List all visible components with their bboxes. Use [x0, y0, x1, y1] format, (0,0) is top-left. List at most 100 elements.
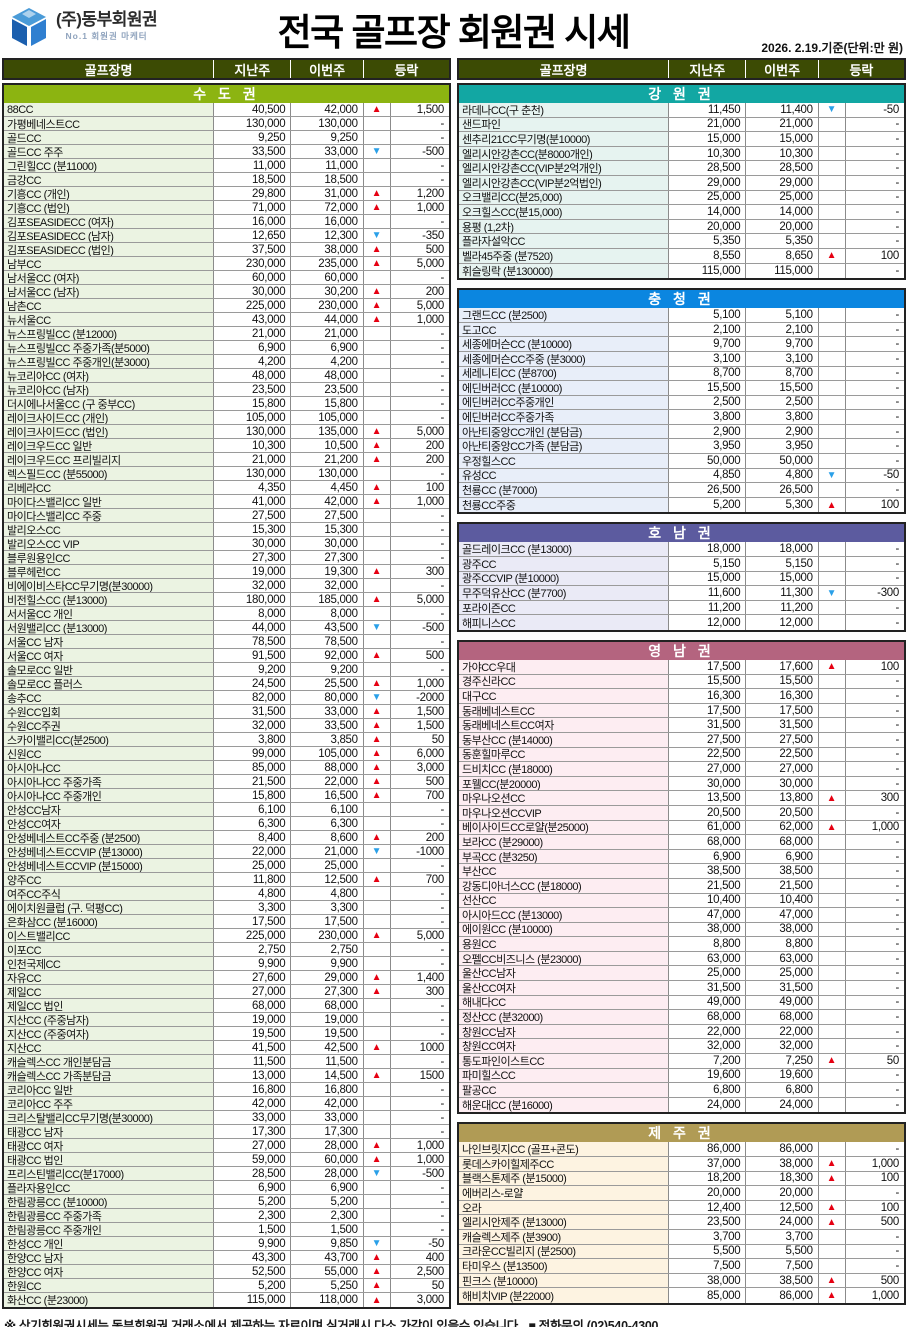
golf-course-name: 경주신라CC — [459, 674, 670, 689]
table-row: 안성베네스트CC주중 (분2500) 8,400 8,600 ▲ 200 — [4, 831, 449, 845]
golf-course-name: 롯데스카이힐제주CC — [459, 1157, 670, 1171]
down-arrow-icon: ▼ — [819, 586, 846, 600]
this-week-price: 27,500 — [746, 732, 819, 747]
table-row: 태광CC 여자 27,000 28,000 ▲ 1,000 — [4, 1139, 449, 1153]
change-amount: - — [440, 635, 444, 648]
this-week-price: 88,000 — [291, 761, 364, 774]
last-week-price: 61,000 — [669, 820, 747, 835]
change-amount: - — [440, 509, 444, 522]
change-direction — [364, 1209, 391, 1222]
table-row: 남촌CC 225,000 230,000 ▲ 5,000 — [4, 299, 449, 313]
this-week-price: 5,500 — [746, 1244, 819, 1259]
region-section: 영 남 권 가야CC우대 17,500 17,600 ▲ 100 경주신라CC 15,500 1… — [457, 640, 906, 1115]
column-label-change: 등락 — [849, 62, 874, 78]
change-direction — [819, 190, 846, 205]
up-arrow-icon: ▲ — [819, 1200, 846, 1215]
golf-course-name: 금강CC — [4, 173, 215, 186]
this-week-price: 24,000 — [746, 1097, 819, 1113]
golf-course-name: 마우나오션CCVIP — [459, 805, 670, 820]
change-direction — [364, 383, 391, 396]
change-amount: - — [895, 952, 899, 965]
change-amount: 500 — [880, 1216, 900, 1229]
change-amount: - — [895, 557, 899, 570]
change-amount: - — [895, 308, 899, 321]
this-week-price: 38,000 — [746, 922, 819, 937]
table-row: 울산CC남자 25,000 25,000- — [459, 966, 904, 982]
change-amount: - — [895, 235, 899, 248]
change-direction — [819, 615, 846, 630]
this-week-price: 2,900 — [746, 424, 819, 439]
golf-course-name: 동래베네스트CC — [459, 703, 670, 718]
table-row: 휘슬링락 (분130000) 115,000 115,000- — [459, 263, 904, 279]
change-amount: - — [440, 1027, 444, 1040]
table-row: 은화삼CC (분16000) 17,500 17,500- — [4, 915, 449, 929]
last-week-price: 26,500 — [669, 483, 747, 497]
golf-course-name: 부곡CC (분3250) — [459, 849, 670, 864]
footer: ※ 상기회원권시세는 동부회원권 거래소에서 제공하는 자료이며 실거래시 다소… — [0, 1309, 907, 1327]
last-week-price: 14,000 — [669, 205, 747, 219]
golf-course-name: 마우나오션CC — [459, 791, 670, 805]
change-amount: -50 — [883, 103, 899, 116]
change-amount: - — [440, 579, 444, 592]
up-arrow-icon: ▲ — [364, 677, 391, 690]
table-row: 엘리시안강촌CC(분8000개인) 10,300 10,300- — [459, 146, 904, 162]
last-week-price: 7,200 — [669, 1054, 747, 1068]
last-week-price: 27,300 — [214, 551, 292, 564]
change-amount: - — [895, 1069, 899, 1082]
golf-course-name: 오라 — [459, 1200, 670, 1215]
table-row: 이스트밸리CC 225,000 230,000 ▲ 5,000 — [4, 929, 449, 943]
change-direction — [364, 173, 391, 186]
table-row: 캐슬렉스제주 (분3900) 3,700 3,700- — [459, 1229, 904, 1245]
this-week-price: 3,800 — [746, 410, 819, 424]
this-week-price: 15,500 — [746, 381, 819, 395]
golf-course-name: 한림광릉CC 주중개인 — [4, 1223, 215, 1236]
table-row: 스카이밸리CC(분2500) 3,800 3,850 ▲ 50 — [4, 733, 449, 747]
table-row: 오라 12,400 12,500 ▲ 100 — [459, 1200, 904, 1216]
change-amount: - — [440, 1223, 444, 1236]
up-arrow-icon: ▲ — [364, 1265, 391, 1278]
this-week-price: 6,900 — [291, 341, 364, 354]
change-amount: 1,000 — [416, 1139, 445, 1152]
last-week-price: 10,300 — [669, 146, 747, 161]
change-amount: - — [895, 879, 899, 892]
table-row: 에딘버러CC주중가족 3,800 3,800- — [459, 410, 904, 425]
this-week-price: 38,000 — [746, 1157, 819, 1171]
this-week-price: 16,500 — [291, 789, 364, 802]
last-week-price: 17,500 — [669, 660, 747, 674]
last-week-price: 23,500 — [214, 383, 292, 396]
table-row: 핀크스 (분10000) 38,000 38,500 ▲ 500 — [459, 1273, 904, 1289]
last-week-price: 12,650 — [214, 229, 292, 242]
table-row: 한림광릉CC 주중개인 1,500 1,500- — [4, 1223, 449, 1237]
golf-course-name: 뉴스프링빌CC (분12000) — [4, 327, 215, 340]
golf-course-name: 부산CC — [459, 864, 670, 878]
this-week-price: 17,500 — [291, 915, 364, 928]
this-week-price: 4,200 — [291, 355, 364, 368]
last-week-price: 85,000 — [214, 761, 292, 774]
last-week-price: 31,500 — [669, 981, 747, 995]
last-week-price: 19,000 — [214, 1013, 292, 1026]
last-week-price: 22,000 — [214, 845, 292, 858]
change-amount: 700 — [425, 789, 445, 802]
last-week-price: 8,400 — [214, 831, 292, 844]
golf-course-name: 광주CCVIP (분10000) — [459, 571, 670, 586]
region-section: 충 청 권 그랜드CC (분2500) 5,100 5,100- 도고CC 2,100 2,… — [457, 288, 906, 515]
table-row: 타미우스 (분13500) 7,500 7,500- — [459, 1259, 904, 1274]
last-week-price: 15,800 — [214, 397, 292, 410]
last-week-price: 3,950 — [669, 439, 747, 454]
column-label-course: 골프장명 — [459, 60, 670, 78]
table-row: 강동디아너스CC (분18000) 21,500 21,500- — [459, 878, 904, 894]
table-row: 골드레이크CC (분13000) 18,000 18,000- — [459, 542, 904, 558]
down-arrow-icon: ▼ — [364, 845, 391, 858]
change-direction — [819, 849, 846, 864]
change-direction — [364, 635, 391, 648]
change-direction — [364, 859, 391, 872]
this-week-price: 22,000 — [291, 775, 364, 788]
last-week-price: 63,000 — [669, 951, 747, 966]
change-amount: - — [895, 543, 899, 556]
this-week-price: 38,500 — [746, 1273, 819, 1288]
golf-course-name: 지산CC (주중여자) — [4, 1027, 215, 1040]
column-label-thisweek: 이번주 — [291, 60, 364, 78]
last-week-price: 9,250 — [214, 131, 292, 144]
this-week-price: 2,750 — [291, 943, 364, 956]
this-week-price: 43,500 — [291, 621, 364, 634]
